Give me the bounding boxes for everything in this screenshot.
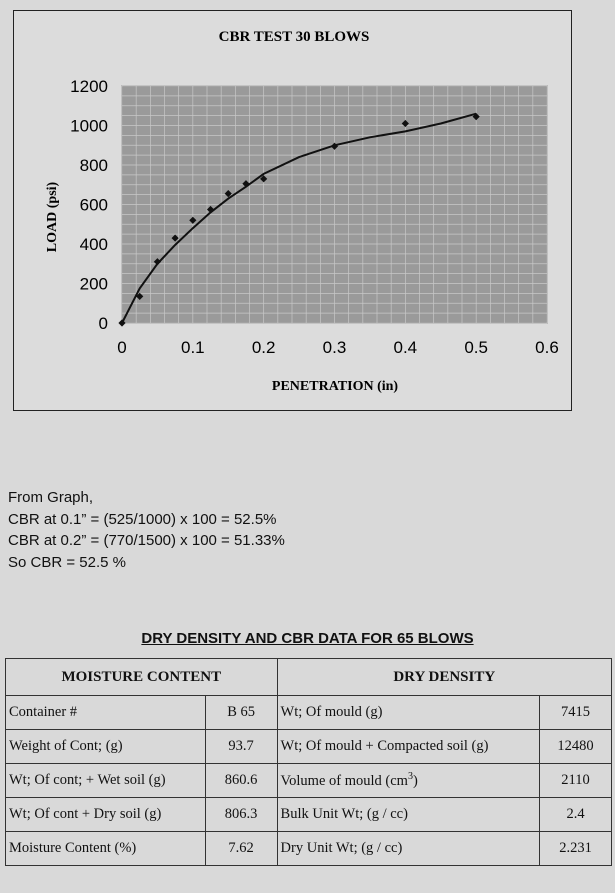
density-value: 12480 [539, 729, 612, 764]
moisture-label: Wt; Of cont; + Wet soil (g) [5, 763, 206, 798]
table-row: Wt; Of cont; + Wet soil (g) 860.6 Volume o… [5, 763, 612, 798]
table-row: Wt; Of cont + Dry soil (g) 806.3 Bulk Unit… [5, 797, 612, 832]
x-axis-label: PENETRATION (in) [272, 379, 398, 394]
moisture-label: Weight of Cont; (g) [5, 729, 206, 764]
moisture-value: 806.3 [204, 797, 278, 832]
y-tick-label: 400 [80, 235, 108, 254]
y-tick-label: 200 [80, 275, 108, 294]
y-tick-label: 0 [99, 314, 108, 333]
data-point [171, 234, 179, 242]
moisture-value: 860.6 [204, 763, 278, 798]
table-row: Weight of Cont; (g) 93.7 Wt; Of mould + Co… [5, 729, 612, 764]
density-label: Wt; Of mould (g) [276, 695, 541, 730]
table-row: Container # B 65 Wt; Of mould (g) 7415 [5, 695, 612, 730]
density-label: Bulk Unit Wt; (g / cc) [276, 797, 541, 832]
note-line: CBR at 0.1” = (525/1000) x 100 = 52.5% [8, 510, 277, 528]
x-tick-label: 0.5 [464, 338, 488, 357]
moisture-content-header: MOISTURE CONTENT [5, 658, 278, 696]
note-line: From Graph, [8, 489, 94, 506]
density-value: 2.231 [539, 831, 612, 866]
density-value: 2110 [539, 763, 612, 798]
y-tick-label: 1200 [70, 77, 108, 96]
data-point [136, 292, 144, 300]
data-point [472, 113, 480, 121]
density-value: 2.4 [539, 797, 612, 832]
unit-superscript: 3 [407, 771, 413, 783]
note-line: So CBR = 52.5 % [8, 553, 126, 571]
grid [121, 85, 548, 324]
data-point [330, 142, 339, 150]
moisture-value: B 65 [204, 695, 278, 730]
data-point [401, 119, 409, 128]
x-tick-label: 0.4 [394, 338, 418, 357]
dry-density-header: DRY DENSITY [276, 658, 613, 696]
moisture-label: Container # [5, 695, 206, 730]
density-label: Volume of mould (cm3) [276, 763, 541, 798]
table-title: DRY DENSITY AND CBR DATA FOR 65 BLOWS [141, 630, 474, 647]
x-tick-label: 0.1 [181, 338, 205, 357]
cbr-notes: From Graph, CBR at 0.1” = (525/1000) x 1… [8, 487, 285, 573]
moisture-label: Wt; Of cont + Dry soil (g) [5, 797, 206, 832]
data-point [189, 216, 197, 224]
density-value: 7415 [539, 695, 612, 730]
x-tick-label: 0.2 [252, 338, 276, 357]
y-tick-label: 800 [80, 156, 108, 175]
y-tick-label: 600 [80, 196, 108, 215]
chart-frame: 0 0.1 0.2 0.3 0.4 0.5 0.6 0 200 400 600 800 1000 120… [13, 10, 572, 411]
moisture-value: 7.62 [204, 831, 278, 866]
density-table: MOISTURE CONTENT DRY DENSITY Container #… [5, 658, 613, 866]
cbr-chart: 0 0.1 0.2 0.3 0.4 0.5 0.6 0 200 400 600 800 1000 120… [45, 29, 559, 394]
x-tick-label: 0 [117, 338, 126, 357]
data-point [118, 319, 126, 327]
x-tick-label: 0.3 [323, 338, 347, 357]
data-point [224, 190, 232, 198]
data-point [242, 180, 250, 188]
y-axis-label: LOAD (psi) [45, 181, 60, 252]
x-tick-label: 0.6 [535, 338, 559, 357]
moisture-label: Moisture Content (%) [5, 831, 206, 866]
note-line: CBR at 0.2” = (770/1500) x 100 = 51.33% [8, 532, 285, 549]
density-label: Wt; Of mould + Compacted soil (g) [276, 729, 541, 764]
x-tick-labels: 0 0.1 0.2 0.3 0.4 0.5 0.6 [117, 338, 559, 357]
data-point [206, 205, 215, 214]
table-row: Moisture Content (%) 7.62 Dry Unit Wt; (g … [5, 831, 612, 866]
moisture-value: 93.7 [204, 729, 278, 764]
density-label: Dry Unit Wt; (g / cc) [276, 831, 541, 866]
chart-title: CBR TEST 30 BLOWS [219, 29, 370, 45]
y-tick-labels: 0 200 400 600 800 1000 1200 [70, 77, 108, 333]
y-tick-label: 1000 [70, 117, 108, 136]
